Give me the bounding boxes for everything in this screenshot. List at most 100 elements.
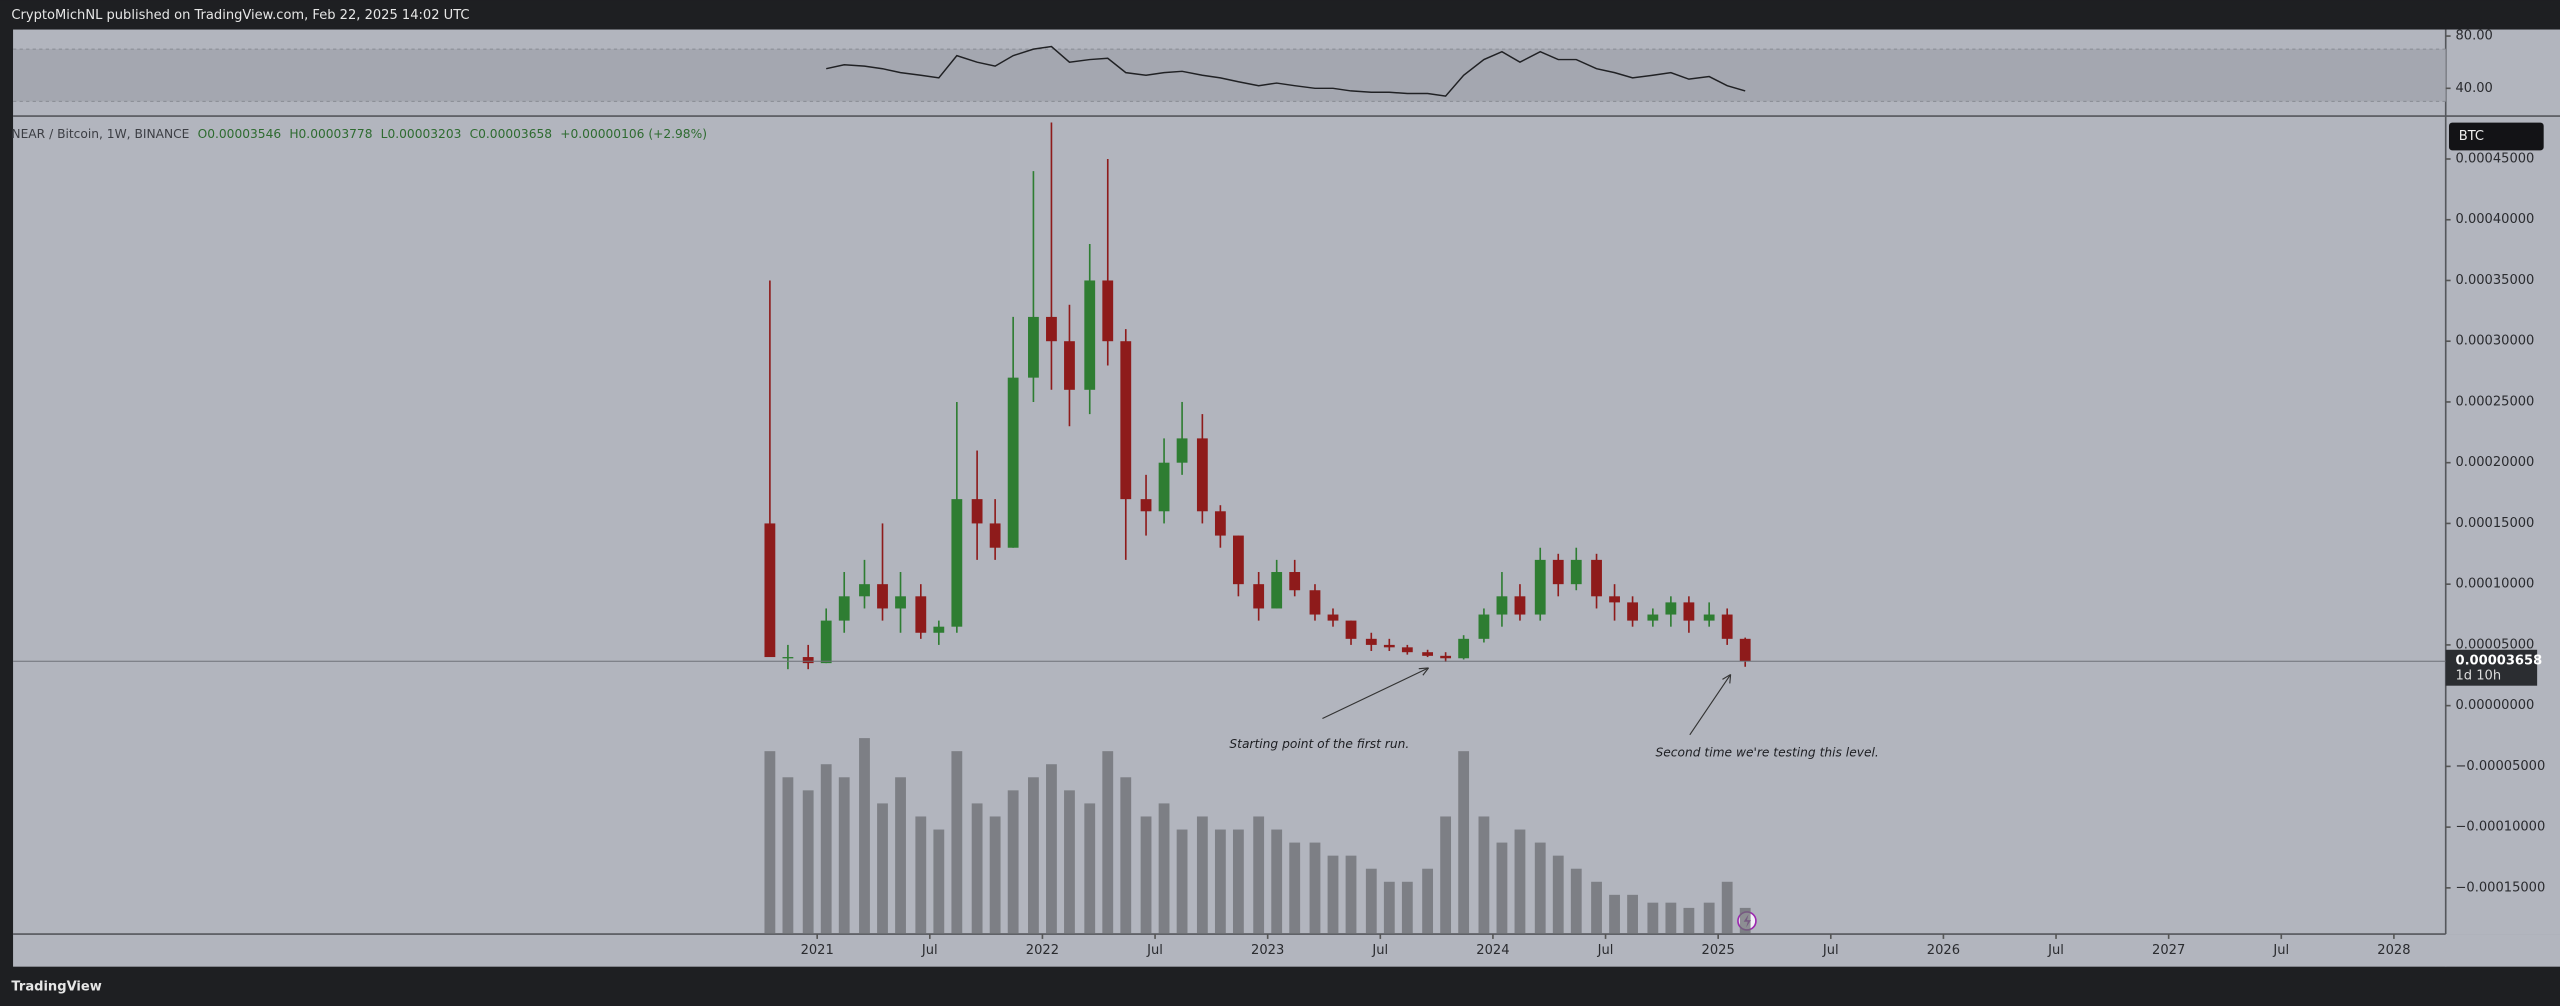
volume-bar	[1703, 902, 1715, 935]
volume-bar	[1140, 816, 1152, 935]
volume-bar	[1478, 816, 1490, 935]
arrow-head	[1722, 673, 1732, 684]
candle-body	[1514, 596, 1526, 615]
candle-body	[1703, 614, 1715, 621]
volume-bar	[1647, 902, 1659, 935]
time-axis-bg	[13, 934, 2560, 967]
annotation: Starting point of the first run.	[1229, 737, 1409, 751]
currency: BTC	[2459, 129, 2484, 144]
x-tick-label: Jul	[2047, 943, 2064, 958]
volume-bar	[1422, 868, 1434, 935]
volume-bar	[1383, 881, 1395, 935]
y-tick-label: −0.00010000	[2456, 820, 2546, 835]
volume-bar	[1365, 868, 1377, 935]
x-tick-label: 2023	[1251, 943, 1284, 958]
volume-bar	[1591, 881, 1602, 935]
candle-body	[1647, 614, 1659, 621]
y-tick-label: 0.00040000	[2456, 212, 2535, 227]
candle-body	[1289, 572, 1301, 591]
volume-bar	[1496, 842, 1508, 935]
candle-body	[1478, 614, 1490, 639]
y-tick-label: 0.00000000	[2456, 698, 2535, 713]
candle-body	[1345, 620, 1357, 639]
volume-bar	[1570, 868, 1582, 935]
volume-bar	[1064, 790, 1075, 935]
candle-body	[820, 620, 832, 664]
candle-body	[1309, 590, 1321, 615]
candle-body	[1327, 614, 1339, 621]
volume-bar	[1683, 907, 1695, 935]
volume-bar	[1552, 855, 1564, 935]
y-tick-label: 0.00015000	[2456, 516, 2535, 531]
candle-body	[1084, 280, 1096, 390]
volume-bar	[895, 777, 906, 935]
chart-bg	[13, 29, 2560, 935]
volume-bar	[1196, 816, 1208, 935]
volume-bar	[1514, 829, 1526, 935]
volume-bar	[951, 751, 963, 935]
candle-body	[1007, 377, 1019, 548]
x-tick-label: Jul	[1146, 943, 1163, 958]
volume-bar	[1721, 881, 1733, 935]
countdown: 1d 10h	[2456, 668, 2502, 683]
rsi-tick-label: 80.00	[2456, 29, 2493, 44]
annotation-arrow	[1689, 674, 1732, 736]
volume-bar	[782, 777, 794, 935]
candle-body	[1534, 559, 1546, 615]
x-tick-label: Jul	[921, 943, 938, 958]
volume-bar	[1176, 829, 1188, 935]
volume-bar	[971, 803, 983, 935]
y-tick-label: −0.00005000	[2456, 759, 2546, 774]
volume-bar	[1289, 842, 1301, 935]
x-tick-label: 2028	[2377, 943, 2410, 958]
candle-body	[1102, 280, 1114, 342]
candle-body	[764, 523, 776, 658]
x-tick-label: Jul	[1597, 943, 1614, 958]
candle-body	[1570, 559, 1582, 585]
x-tick-label: Jul	[1822, 943, 1839, 958]
candle-body	[838, 596, 850, 621]
y-tick-label: 0.00005000	[2456, 637, 2535, 652]
volume-bar	[877, 803, 888, 935]
currency-badge	[2448, 122, 2544, 151]
candle-body	[782, 657, 794, 659]
candle-body	[1176, 438, 1188, 463]
candle-body	[1440, 655, 1452, 659]
volume-bar	[1102, 751, 1114, 935]
candle-body	[989, 523, 1001, 548]
rsi-band	[13, 49, 2446, 102]
candle-body	[895, 596, 906, 609]
rsi-tick-label: 40.00	[2456, 81, 2493, 96]
y-tick-label: 0.00045000	[2456, 151, 2535, 166]
candle-body	[1739, 638, 1751, 662]
x-tick-label: 2024	[1476, 943, 1509, 958]
rsi-line	[826, 45, 1746, 97]
volume-bar	[838, 777, 850, 935]
x-tick-label: 2022	[1026, 943, 1059, 958]
candle-body	[1721, 614, 1733, 639]
y-tick-label: 0.00020000	[2456, 455, 2535, 470]
brand: TradingView	[11, 980, 101, 995]
volume-bar	[1214, 829, 1226, 935]
x-tick-label: 2021	[801, 943, 834, 958]
volume-bar	[1627, 894, 1638, 935]
candle-body	[951, 499, 963, 627]
candle-body	[1458, 638, 1470, 659]
annotation-arrow	[1322, 667, 1429, 720]
volume-bar	[1609, 894, 1620, 935]
y-tick-label: 0.00030000	[2456, 334, 2535, 349]
candle-body	[1232, 535, 1244, 585]
candle-body	[1401, 647, 1413, 653]
candle-body	[1665, 602, 1677, 615]
volume-bar	[1739, 907, 1751, 935]
candle-body	[1627, 602, 1638, 621]
volume-bar	[1458, 751, 1470, 935]
x-tick-label: Jul	[1371, 943, 1388, 958]
candle-body	[1214, 511, 1226, 536]
volume-bar	[820, 764, 832, 935]
volume-bar	[1084, 803, 1096, 935]
candle-body	[1064, 341, 1075, 390]
volume-bar	[859, 738, 870, 935]
